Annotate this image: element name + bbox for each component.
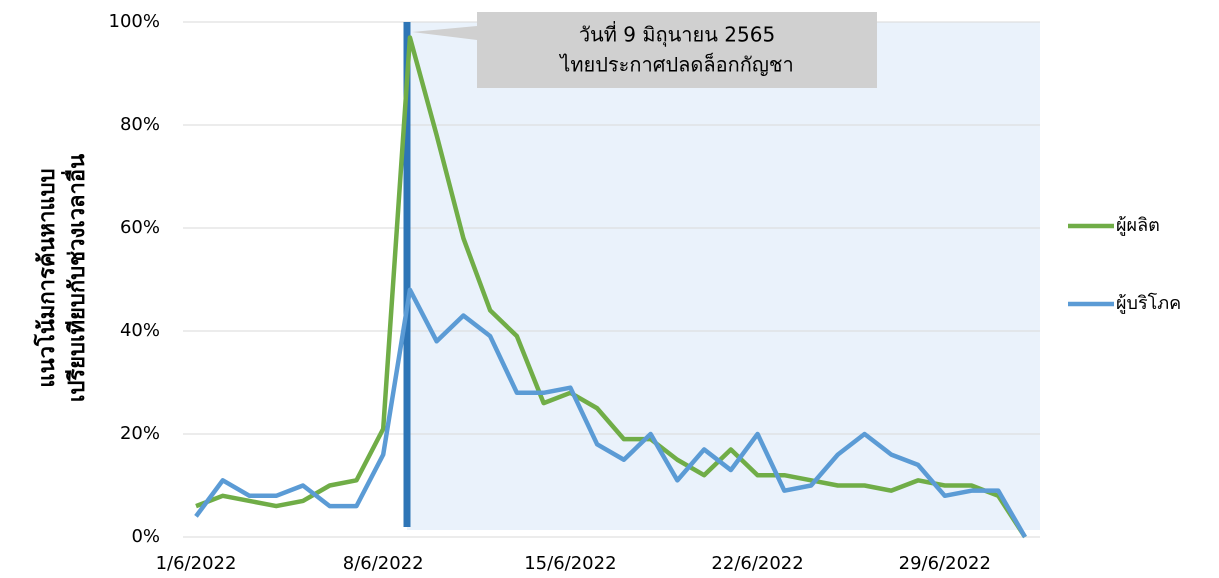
- y-tick-label: 60%: [120, 217, 160, 238]
- y-axis-title-line: เปรียบเทียบกับช่วงเวลาอื่น: [60, 154, 90, 402]
- x-tick-label: 22/6/2022: [711, 553, 803, 574]
- x-tick-label: 8/6/2022: [343, 553, 424, 574]
- annotation-text: ไทยประกาศปลดล็อกกัญชา: [558, 52, 793, 77]
- y-tick-label: 100%: [109, 11, 160, 32]
- y-tick-label: 20%: [120, 423, 160, 444]
- highlight-region: [407, 22, 1040, 530]
- y-axis-title: แนวโน้มการค้นหาแบบ เปรียบเทียบกับช่วงเวลา…: [33, 154, 90, 402]
- annotation-text: วันที่ 9 มิถุนายน 2565: [579, 21, 775, 48]
- series-line: [194, 287, 1027, 539]
- x-tick-label: 29/6/2022: [899, 553, 991, 574]
- x-tick-label: 15/6/2022: [524, 553, 616, 574]
- y-tick-label: 40%: [120, 320, 160, 341]
- series-line: [195, 35, 1027, 539]
- x-tick-label: 1/6/2022: [156, 553, 237, 574]
- y-axis-title-line: แนวโน้มการค้นหาแบบ: [33, 168, 60, 387]
- legend-label: ผู้บริโภค: [1116, 292, 1181, 314]
- legend-label: ผู้ผลิต: [1116, 215, 1160, 236]
- y-tick-label: 80%: [120, 114, 160, 135]
- y-tick-label: 0%: [131, 526, 160, 547]
- callout-box: [412, 12, 877, 88]
